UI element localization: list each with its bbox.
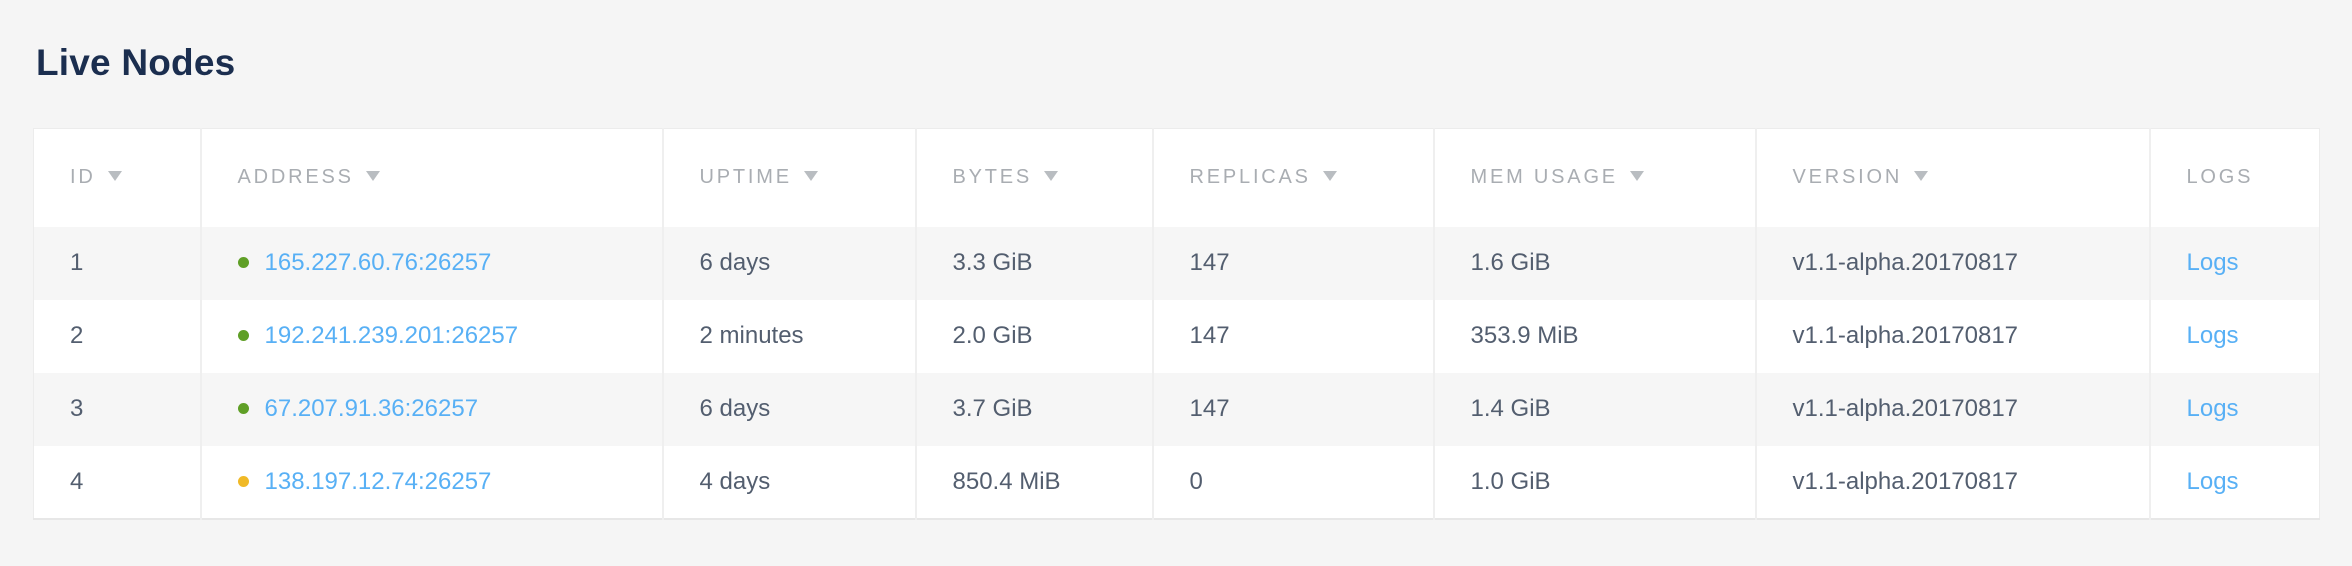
node-address-cell: 138.197.12.74:26257 [199, 445, 663, 519]
node-version-cell: v1.1-alpha.20170817 [1754, 226, 2150, 300]
node-id-cell: 2 [33, 299, 201, 373]
column-header-id[interactable]: ID [33, 128, 201, 227]
node-uptime-cell: 6 days [661, 226, 916, 300]
node-mem-usage-cell: 353.9 MiB [1432, 299, 1756, 373]
node-replicas-cell: 0 [1151, 445, 1434, 519]
sort-arrow-icon [1629, 171, 1644, 182]
node-version-cell: v1.1-alpha.20170817 [1754, 299, 2150, 373]
node-mem-usage-cell: 1.6 GiB [1432, 226, 1756, 300]
table-row: 2 192.241.239.201:26257 2 minutes 2.0 Gi… [33, 299, 2320, 373]
sort-arrow-icon [803, 171, 818, 182]
node-replicas-cell: 147 [1151, 372, 1434, 446]
node-logs-link[interactable]: Logs [2186, 249, 2239, 276]
column-header-label: LOGS [2186, 166, 2254, 189]
column-header-replicas[interactable]: REPLICAS [1151, 128, 1434, 227]
sort-arrow-icon [107, 171, 122, 182]
node-id-cell: 3 [33, 372, 201, 446]
sort-arrow-icon [1914, 171, 1929, 182]
column-header-label: VERSION [1792, 166, 1903, 189]
node-mem-usage-cell: 1.0 GiB [1432, 445, 1756, 519]
column-header-label: MEM USAGE [1470, 166, 1618, 189]
node-address-link[interactable]: 67.207.91.36:26257 [264, 395, 479, 422]
node-uptime-cell: 4 days [661, 445, 916, 519]
table-header-row: ID ADDRESS UPTIME BYTES REPLICAS MEM USA… [33, 128, 2320, 227]
node-logs-cell: Logs [2148, 299, 2320, 373]
node-logs-cell: Logs [2148, 372, 2320, 446]
sort-arrow-icon [365, 171, 380, 182]
node-address-link[interactable]: 192.241.239.201:26257 [264, 322, 519, 349]
node-address-cell: 67.207.91.36:26257 [199, 372, 663, 446]
column-header-uptime[interactable]: UPTIME [661, 128, 916, 227]
table-row: 1 165.227.60.76:26257 6 days 3.3 GiB 147… [33, 226, 2320, 300]
node-address-link[interactable]: 165.227.60.76:26257 [264, 249, 492, 276]
node-uptime-cell: 6 days [661, 372, 916, 446]
column-header-label: ID [70, 166, 96, 189]
table-row: 4 138.197.12.74:26257 4 days 850.4 MiB 0… [33, 445, 2320, 519]
column-header-bytes[interactable]: BYTES [914, 128, 1153, 227]
column-header-version[interactable]: VERSION [1754, 128, 2150, 227]
node-logs-cell: Logs [2148, 445, 2320, 519]
node-status-icon [237, 403, 249, 414]
table-row: 3 67.207.91.36:26257 6 days 3.7 GiB 147 … [33, 372, 2320, 446]
node-bytes-cell: 3.3 GiB [914, 226, 1153, 300]
node-replicas-cell: 147 [1151, 226, 1434, 300]
node-id-cell: 4 [33, 445, 201, 519]
sort-arrow-icon [1044, 171, 1059, 182]
column-header-logs: LOGS [2148, 128, 2320, 227]
node-logs-cell: Logs [2148, 226, 2320, 300]
node-status-icon [237, 257, 249, 268]
node-logs-link[interactable]: Logs [2186, 467, 2239, 495]
node-bytes-cell: 3.7 GiB [914, 372, 1153, 446]
node-address-link[interactable]: 138.197.12.74:26257 [264, 467, 492, 495]
column-header-address[interactable]: ADDRESS [199, 128, 663, 227]
node-bytes-cell: 2.0 GiB [914, 299, 1153, 373]
node-version-cell: v1.1-alpha.20170817 [1754, 372, 2150, 446]
node-replicas-cell: 147 [1151, 299, 1434, 373]
node-mem-usage-cell: 1.4 GiB [1432, 372, 1756, 446]
node-status-icon [237, 475, 249, 487]
column-header-label: UPTIME [699, 166, 792, 189]
node-id-cell: 1 [33, 226, 201, 300]
live-nodes-table: ID ADDRESS UPTIME BYTES REPLICAS MEM USA… [33, 128, 2320, 520]
node-address-cell: 192.241.239.201:26257 [199, 299, 663, 373]
column-header-label: BYTES [952, 166, 1033, 189]
node-uptime-cell: 2 minutes [661, 299, 916, 373]
node-address-cell: 165.227.60.76:26257 [199, 226, 663, 300]
node-version-cell: v1.1-alpha.20170817 [1754, 445, 2150, 519]
column-header-label: ADDRESS [237, 166, 354, 189]
column-header-label: REPLICAS [1189, 166, 1311, 189]
column-header-mem-usage[interactable]: MEM USAGE [1432, 128, 1756, 227]
sort-arrow-icon [1322, 171, 1337, 182]
node-logs-link[interactable]: Logs [2186, 322, 2239, 349]
node-bytes-cell: 850.4 MiB [914, 445, 1153, 519]
node-status-icon [237, 330, 249, 341]
page-title: Live Nodes [36, 42, 236, 83]
node-logs-link[interactable]: Logs [2186, 395, 2239, 422]
